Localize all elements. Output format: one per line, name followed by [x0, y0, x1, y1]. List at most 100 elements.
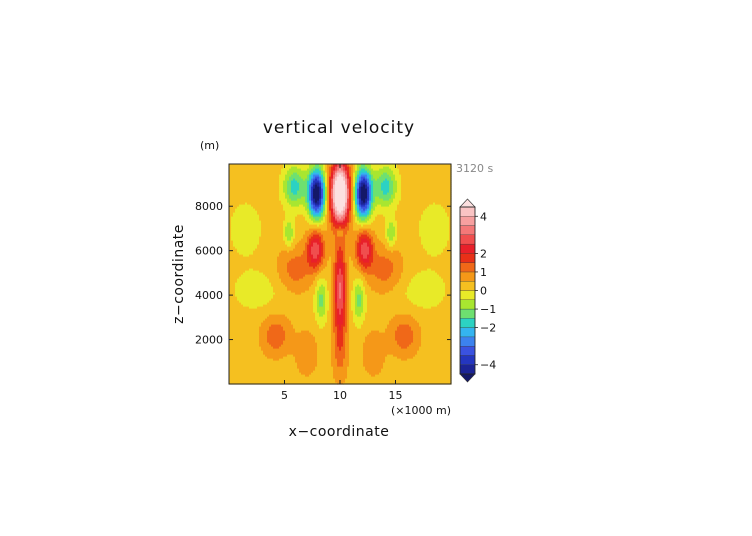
heatmap-cell — [351, 308, 356, 311]
heatmap-cell — [241, 302, 268, 305]
heatmap-cell — [291, 322, 318, 325]
heatmap-cell — [347, 204, 350, 207]
heatmap-cell — [409, 298, 444, 301]
heatmap-cell — [393, 270, 404, 273]
heatmap-cell — [367, 282, 398, 285]
heatmap-cell — [339, 348, 342, 351]
heatmap-cell — [343, 340, 346, 343]
heatmap-cell — [351, 300, 356, 303]
heatmap-cell — [367, 216, 372, 219]
heatmap-cell — [347, 292, 350, 295]
x-tick-label: 15 — [389, 389, 403, 402]
heatmap-cell — [359, 252, 362, 255]
heatmap-cell — [361, 314, 366, 317]
heatmap-cell — [229, 308, 314, 311]
heatmap-cell — [349, 322, 356, 325]
heatmap-cell — [355, 324, 362, 327]
heatmap-cell — [333, 272, 336, 275]
heatmap-cell — [285, 178, 290, 181]
heatmap-cell — [323, 202, 326, 205]
heatmap-cell — [307, 252, 310, 255]
heatmap-cell — [335, 250, 338, 253]
heatmap-cell — [255, 248, 294, 251]
heatmap-cell — [267, 276, 280, 279]
heatmap-cell — [355, 292, 364, 295]
heatmap-cell — [267, 336, 286, 339]
heatmap-cell — [331, 296, 334, 299]
heatmap-cell — [335, 308, 338, 311]
heatmap-cell — [313, 272, 320, 275]
heatmap-cell — [235, 282, 272, 285]
heatmap-cell — [337, 338, 344, 341]
heatmap-cell — [343, 304, 346, 307]
heatmap-cell — [311, 184, 314, 187]
heatmap-cell — [231, 220, 262, 223]
heatmap-cell — [349, 174, 352, 177]
heatmap-cell — [235, 292, 276, 295]
heatmap-cell — [303, 178, 306, 181]
heatmap-cell — [337, 316, 344, 319]
heatmap-cell — [347, 266, 350, 269]
heatmap-cell — [329, 194, 332, 197]
heatmap-cell — [351, 180, 354, 183]
heatmap-cell — [347, 190, 350, 193]
heatmap-cell — [293, 234, 296, 237]
heatmap-cell — [295, 244, 306, 247]
heatmap-cell — [361, 218, 366, 221]
heatmap-cell — [397, 220, 420, 223]
heatmap-cell — [347, 194, 350, 197]
heatmap-cell — [305, 248, 308, 251]
heatmap-cell — [361, 234, 368, 237]
heatmap-cell — [287, 182, 292, 185]
heatmap-cell — [291, 180, 298, 183]
heatmap-cell — [413, 276, 442, 279]
heatmap-cell — [367, 186, 370, 189]
heatmap-cell — [335, 262, 338, 265]
heatmap-cell — [349, 208, 352, 211]
heatmap-cell — [419, 348, 452, 351]
heatmap-cell — [319, 202, 322, 205]
heatmap-cell — [335, 258, 338, 261]
heatmap-cell — [373, 212, 396, 215]
heatmap-cell — [335, 178, 338, 181]
heatmap-cell — [323, 168, 326, 171]
heatmap-cell — [311, 258, 320, 261]
heatmap-cell — [309, 212, 312, 215]
heatmap-cell — [337, 296, 340, 299]
heatmap-cell — [339, 312, 342, 315]
heatmap-cell — [317, 302, 320, 305]
heatmap-cell — [349, 296, 352, 299]
heatmap-cell — [369, 250, 372, 253]
heatmap-cell — [293, 354, 318, 357]
heatmap-cell — [373, 206, 376, 209]
heatmap-cell — [413, 302, 440, 305]
heatmap-cell — [385, 236, 390, 239]
heatmap-cell — [233, 244, 258, 247]
heatmap-cell — [243, 272, 264, 275]
heatmap-cell — [331, 266, 334, 269]
heatmap-cell — [283, 342, 318, 345]
heatmap-cell — [265, 274, 280, 277]
heatmap-cell — [337, 176, 344, 179]
heatmap-cell — [381, 240, 388, 243]
heatmap-cell — [345, 172, 348, 175]
heatmap-cell — [341, 296, 344, 299]
heatmap-cell — [229, 354, 266, 357]
heatmap-cell — [331, 312, 334, 315]
heatmap-cell — [333, 328, 338, 331]
heatmap-cell — [375, 208, 398, 211]
heatmap-cell — [327, 166, 330, 169]
heatmap-cell — [331, 316, 334, 319]
heatmap-cell — [335, 168, 338, 171]
heatmap-cell — [355, 186, 358, 189]
heatmap-cell — [367, 192, 370, 195]
heatmap-cell — [355, 246, 358, 249]
heatmap-cell — [307, 236, 312, 239]
heatmap-cell — [313, 186, 316, 189]
heatmap-cell — [347, 300, 350, 303]
heatmap-cell — [337, 308, 340, 311]
heatmap-cell — [361, 178, 364, 181]
heatmap-cell — [375, 244, 386, 247]
heatmap-cell — [321, 198, 324, 201]
heatmap-cell — [365, 312, 452, 315]
